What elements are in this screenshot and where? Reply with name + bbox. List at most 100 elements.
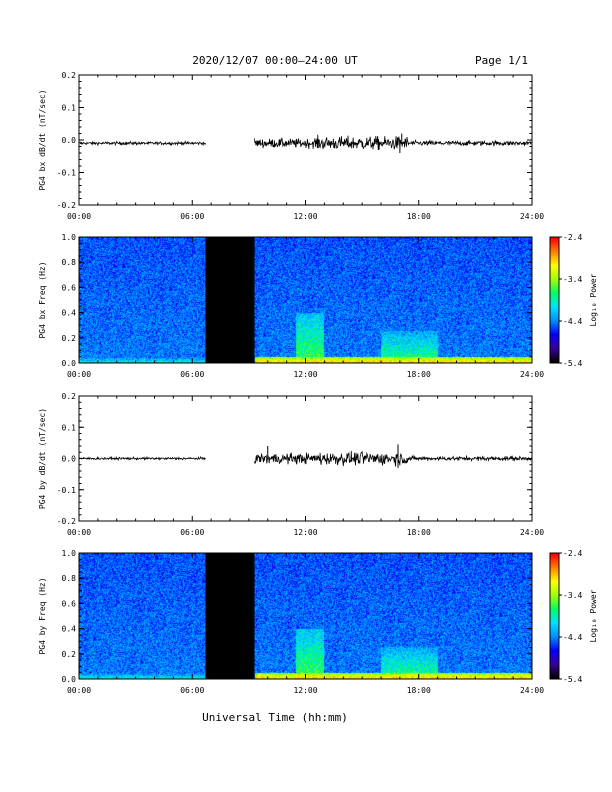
colorbar-segment (550, 297, 559, 301)
colorbar-segment (550, 300, 559, 303)
colorbar-segment (550, 245, 559, 248)
y-tick-label: 0.0 (62, 359, 77, 368)
y-tick-label: -0.2 (57, 201, 76, 210)
colorbar-segment (550, 569, 559, 573)
colorbar-segment (550, 251, 559, 255)
colorbar-tick-label: -3.4 (563, 591, 582, 600)
colorbar-segment (550, 356, 559, 360)
y-axis-title: PG4 bx Freq (Hz) (38, 261, 47, 338)
colorbar-segment (550, 632, 559, 636)
colorbar-segment (550, 609, 559, 613)
colorbar-tick-label: -4.4 (563, 633, 582, 642)
x-tick-label: 06:00 (180, 212, 204, 221)
colorbar-segment (550, 634, 559, 638)
x-tick-label: 06:00 (180, 528, 204, 537)
colorbar-segment (550, 306, 559, 309)
colorbar-segment (550, 260, 559, 263)
y-tick-label: 0.2 (62, 392, 77, 401)
y-tick-label: 0.8 (62, 258, 77, 267)
colorbar-segment (550, 666, 559, 669)
colorbar-segment (550, 655, 559, 659)
colorbar-segment (550, 571, 559, 575)
y-tick-label: 0.4 (62, 309, 77, 318)
colorbar-frame (549, 236, 560, 364)
colorbar-segment (550, 643, 559, 646)
colorbar-segment (550, 331, 559, 335)
colorbar-segment (550, 590, 559, 594)
trace-line (78, 134, 532, 151)
x-tick-label: 18:00 (407, 212, 431, 221)
x-tick-label: 18:00 (407, 686, 431, 695)
colorbar-segment (550, 599, 559, 602)
y-tick-label: 0.0 (62, 136, 77, 145)
colorbar-segment (550, 318, 559, 322)
x-tick-label: 00:00 (67, 370, 91, 379)
x-tick-label: 24:00 (520, 528, 544, 537)
colorbar-segment (550, 270, 559, 274)
colorbar-segment (550, 553, 559, 556)
colorbar-tick-label: -4.4 (563, 317, 582, 326)
colorbar-segment (550, 645, 559, 648)
colorbar-tick-label: -3.4 (563, 275, 582, 284)
y-tick-label: 0.4 (62, 625, 77, 634)
x-tick-label: 24:00 (520, 212, 544, 221)
colorbar-segment (550, 279, 559, 282)
colorbar-segment (550, 588, 559, 592)
colorbar-segment (550, 335, 559, 339)
colorbar-segment (550, 285, 559, 288)
y-axis-title: PG4 bx dB/dt (nT/sec) (38, 89, 47, 190)
panel-4: -2.4 -3.4 -4.4 -5.4 Log₁₀ Power 00:00 06:00 12:… (38, 549, 598, 695)
colorbar-segment (550, 274, 559, 278)
colorbar-segment (550, 603, 559, 606)
colorbar-segment (550, 561, 559, 564)
colorbar-segment (550, 308, 559, 311)
y-tick-label: -0.2 (57, 517, 76, 526)
colorbar-segment (550, 241, 559, 244)
y-axis-title: PG4 by Freq (Hz) (38, 577, 47, 654)
colorbar-segment (550, 289, 559, 293)
colorbar-segment (550, 662, 559, 665)
x-tick-label: 00:00 (67, 212, 91, 221)
header-date-range: 2020/12/07 00:00–24:00 UT (192, 54, 358, 67)
x-tick-label: 12:00 (293, 686, 317, 695)
colorbar-segment (550, 350, 559, 353)
colorbar-tick-label: -5.4 (563, 359, 582, 368)
colorbar-segment (550, 312, 559, 316)
colorbar-segment (550, 323, 559, 326)
colorbar-segment (550, 653, 559, 657)
y-tick-label: 1.0 (62, 233, 77, 242)
y-tick-label: 0.0 (62, 455, 77, 464)
colorbar-segment (550, 360, 559, 364)
x-tick-label: 06:00 (180, 370, 204, 379)
colorbar-label: Log₁₀ Power (589, 589, 598, 642)
colorbar-segment (550, 295, 559, 299)
colorbar-segment (550, 676, 559, 680)
colorbar-segment (550, 247, 559, 251)
colorbar-segment (550, 626, 559, 630)
colorbar-segment (550, 266, 559, 269)
colorbar-segment (550, 272, 559, 276)
colorbar-segment (550, 622, 559, 625)
colorbar-segment (550, 344, 559, 347)
y-tick-label: 1.0 (62, 549, 77, 558)
colorbar-segment (550, 555, 559, 558)
colorbar-segment (550, 624, 559, 627)
colorbar-segment (550, 304, 559, 307)
colorbar-segment (550, 592, 559, 596)
colorbar-segment (550, 321, 559, 324)
colorbar-segment (550, 302, 559, 305)
colorbar-segment (550, 352, 559, 356)
colorbar-segment (550, 616, 559, 619)
x-axis-title: Universal Time (hh:mm) (202, 711, 348, 724)
y-axis-title: PG4 by dB/dt (nT/sec) (38, 408, 47, 509)
x-tick-label: 00:00 (67, 686, 91, 695)
colorbar-segment (550, 243, 559, 246)
colorbar-segment (550, 253, 559, 257)
panels: 00:00 06:00 12:00 18:00 24:00 0.2 0.1 0.0 -0.1 -0… (38, 71, 598, 695)
colorbar-segment (550, 339, 559, 343)
colorbar-segment (550, 329, 559, 332)
colorbar-segment (550, 584, 559, 588)
data-gap (205, 553, 255, 679)
colorbar-segment (550, 281, 559, 284)
colorbar-segment (550, 276, 559, 280)
